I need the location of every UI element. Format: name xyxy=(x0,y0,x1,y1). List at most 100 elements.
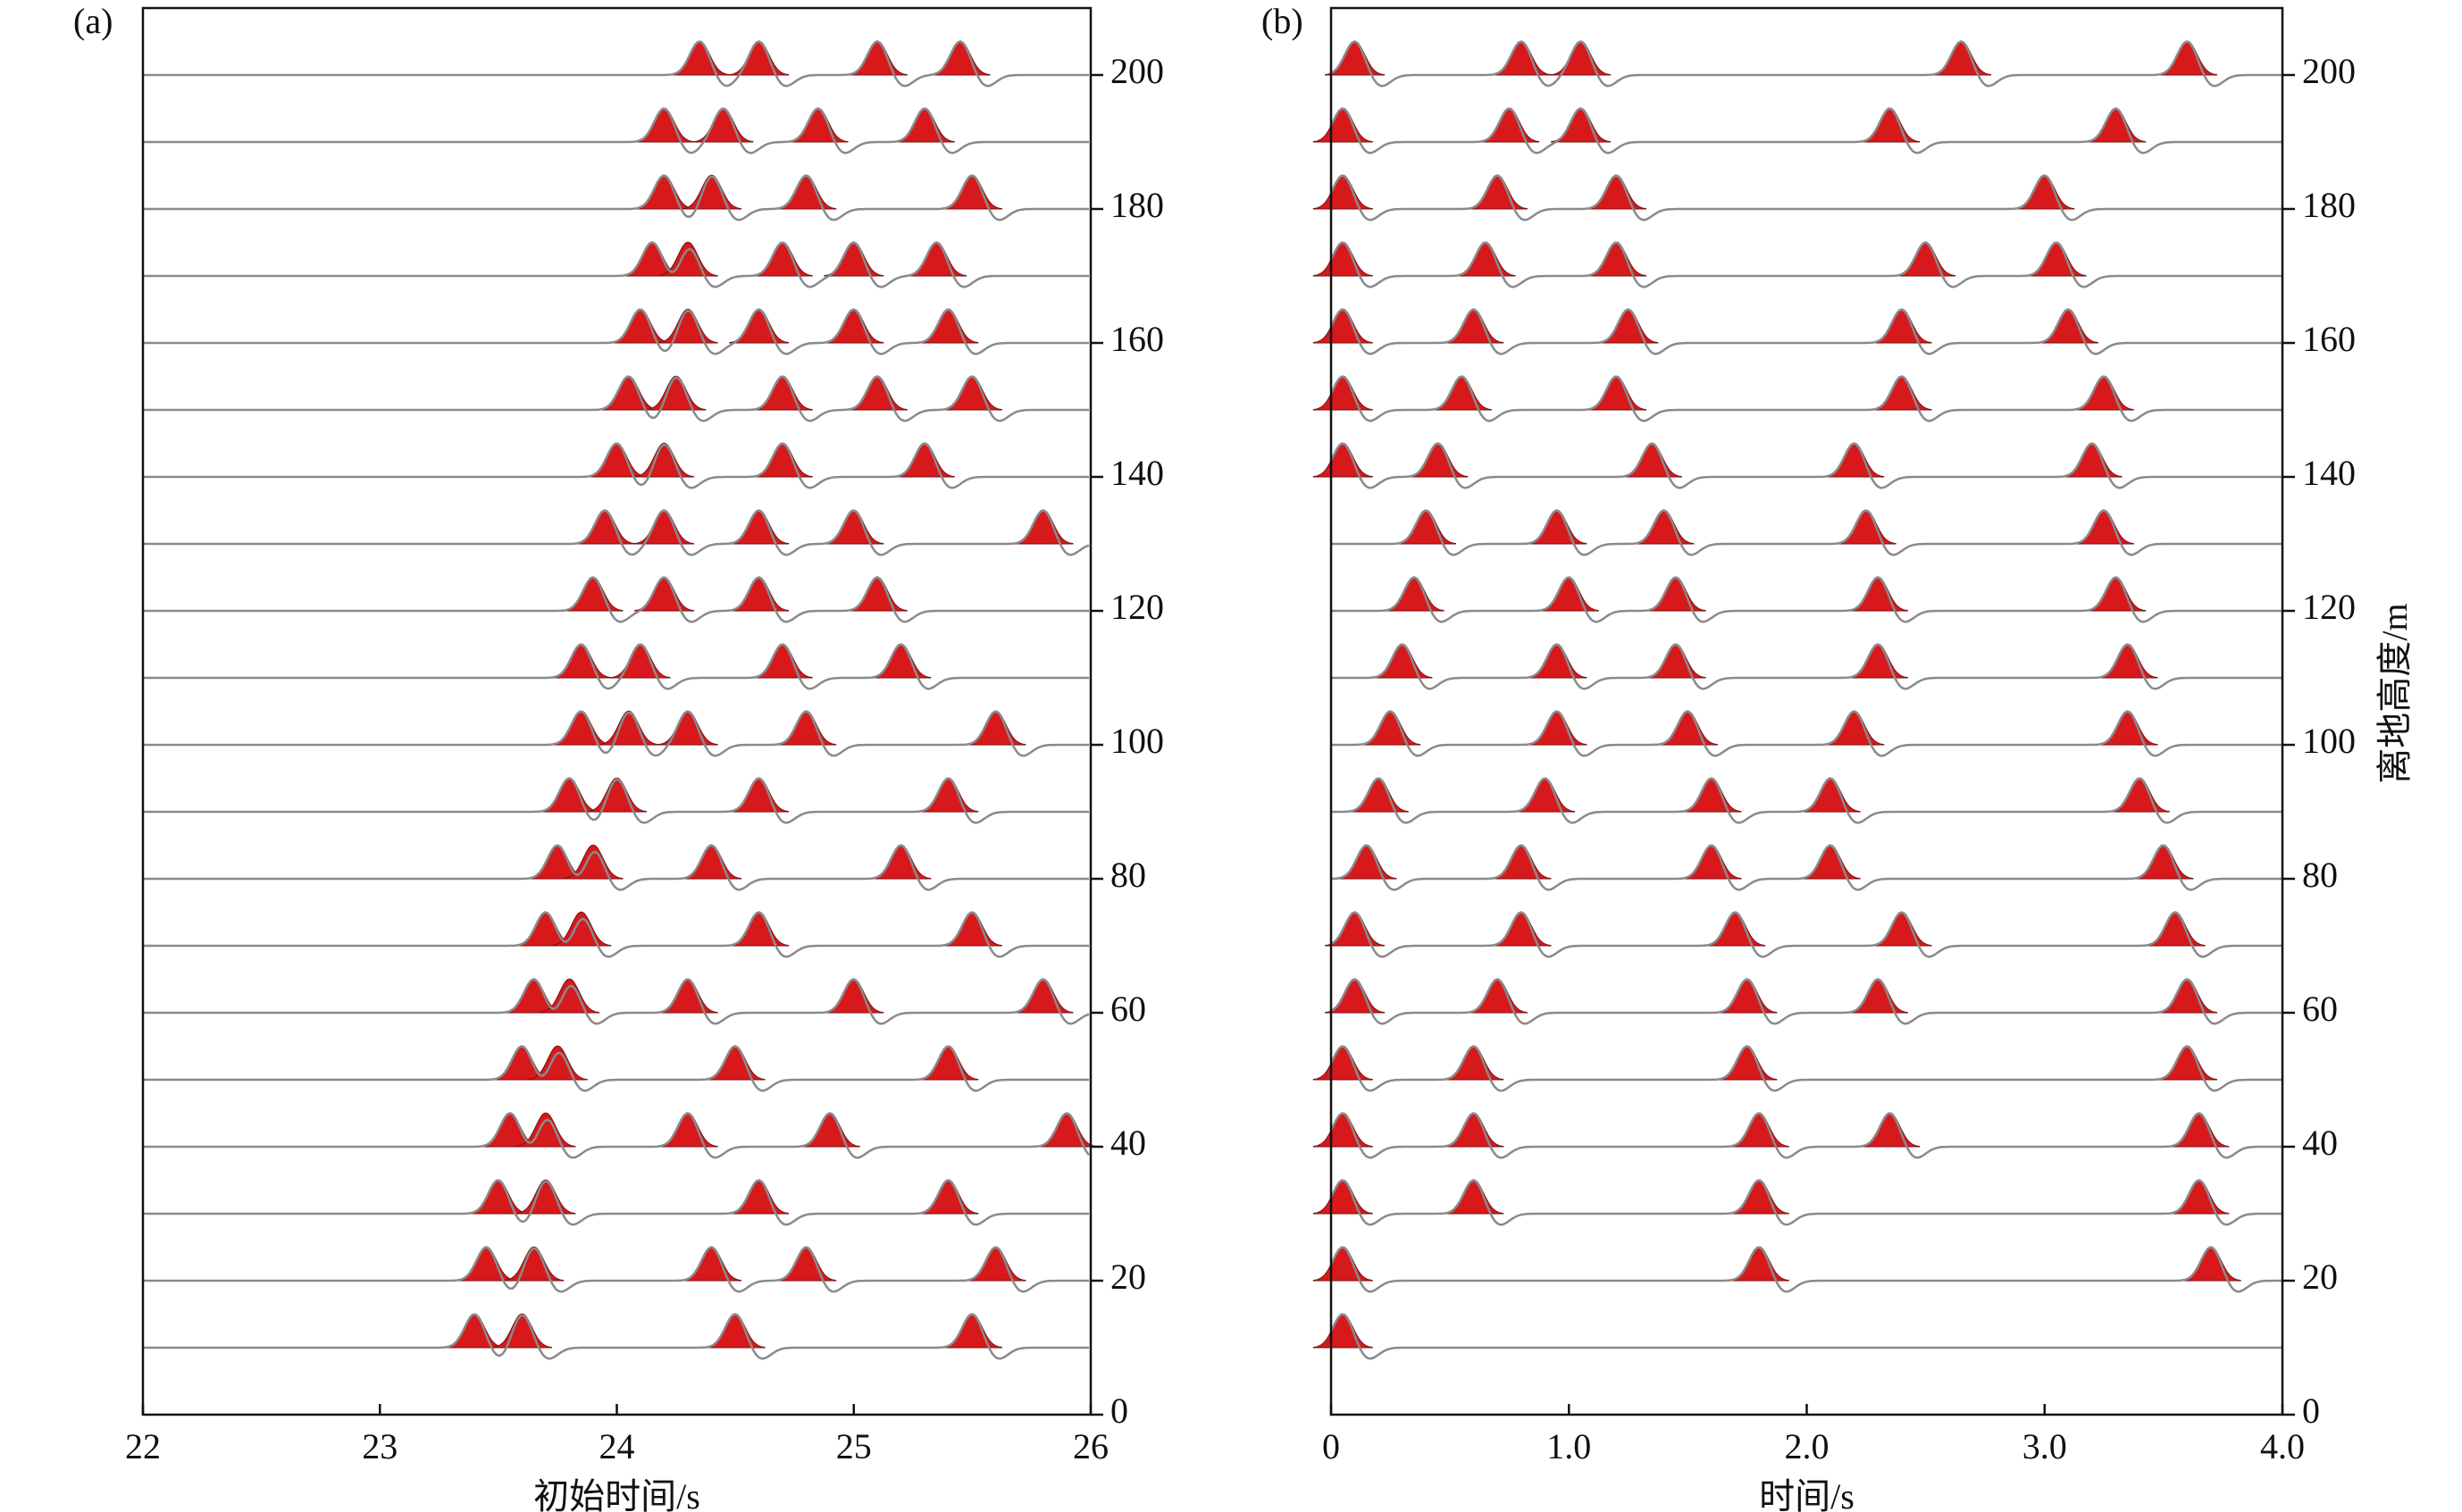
wiggle-lobe xyxy=(1312,1313,1373,1349)
wiggle-lobe xyxy=(682,174,742,210)
y-tick-label: 180 xyxy=(1110,185,1164,225)
trace-line xyxy=(1331,509,2282,556)
trace-line xyxy=(143,978,1090,1025)
trace-line xyxy=(143,1045,1089,1092)
wiggle-lobe xyxy=(729,308,790,344)
trace-line xyxy=(1329,1045,2282,1092)
y-tick-label: 140 xyxy=(2302,453,2356,493)
wiggle-lobe xyxy=(1312,1179,1373,1215)
y-tick-label: 20 xyxy=(1110,1257,1146,1297)
wiggle-lobe xyxy=(633,509,695,545)
trace-line xyxy=(143,1179,1089,1226)
wiggle-lobe xyxy=(657,308,718,344)
trace-line xyxy=(143,1245,1089,1293)
panel-label: (b) xyxy=(1261,1,1303,41)
trace-line xyxy=(1331,710,2282,757)
wiggle-lobe xyxy=(515,1112,576,1148)
trace-line xyxy=(143,1112,1091,1159)
wiggle-lobe xyxy=(491,1313,552,1349)
wiggle-lobe xyxy=(1312,375,1373,411)
wiggle-lobe xyxy=(1312,308,1373,344)
y-tick-label: 20 xyxy=(2302,1257,2338,1297)
wiggle-lobe xyxy=(1312,1045,1373,1081)
y-tick-label: 80 xyxy=(2302,855,2338,895)
trace-line xyxy=(1330,910,2282,958)
trace-line xyxy=(1329,1112,2282,1159)
wiggle-lobe xyxy=(563,844,624,880)
x-tick-label: 25 xyxy=(836,1426,872,1466)
y-tick-label: 140 xyxy=(1110,453,1164,493)
wiggle-lobe xyxy=(599,710,659,746)
trace-line xyxy=(143,107,1089,155)
y-tick-label: 200 xyxy=(2302,51,2356,91)
panel: 22 23 24 25 260 20 40 60 80 100 120 140 160 180 200 初始时… xyxy=(73,1,1164,1512)
y-tick-label: 120 xyxy=(1110,587,1164,627)
y-tick-label: 60 xyxy=(2302,989,2338,1029)
wiggle-lobe xyxy=(657,241,718,277)
trace-line xyxy=(1329,1313,2282,1360)
wiggle-lobe xyxy=(587,777,647,813)
y-tick-label: 200 xyxy=(1110,51,1164,91)
x-axis-label: 初始时间/s xyxy=(533,1476,700,1512)
trace-line xyxy=(1329,308,2282,355)
trace-line xyxy=(1329,375,2282,422)
y-tick-label: 160 xyxy=(1110,319,1164,359)
y-tick-label: 180 xyxy=(2302,185,2356,225)
x-tick-label: 24 xyxy=(599,1426,635,1466)
y-tick-label: 0 xyxy=(1110,1391,1128,1431)
wiggle-lobe xyxy=(633,576,695,612)
trace-line xyxy=(143,39,1089,88)
trace-line xyxy=(1329,442,2282,489)
trace-line xyxy=(1329,107,2282,155)
y-tick-label: 0 xyxy=(2302,1391,2320,1431)
wiggle-lobe xyxy=(610,643,671,679)
trace-line xyxy=(143,777,1089,824)
trace-line xyxy=(143,442,1089,489)
trace-line xyxy=(1329,241,2282,288)
trace-line xyxy=(1330,978,2282,1025)
wiggle-lobe xyxy=(551,911,612,947)
wiggle-lobe xyxy=(1551,107,1612,143)
trace-line xyxy=(143,576,1089,623)
wiggle-lobe xyxy=(693,107,754,143)
trace-line xyxy=(143,843,1089,891)
trace-line xyxy=(143,509,1090,556)
wiggle-lobe xyxy=(1312,107,1373,143)
wiggle-lobe xyxy=(1312,1246,1373,1282)
trace-line xyxy=(1331,844,2282,891)
trace-line xyxy=(1331,777,2282,824)
x-tick-label: 22 xyxy=(125,1426,161,1466)
wiggle-lobe xyxy=(729,40,790,76)
wiggle-lobe xyxy=(527,1045,588,1081)
trace-line xyxy=(1329,1246,2282,1293)
wiggle-lobe xyxy=(646,375,707,411)
x-tick-label: 3.0 xyxy=(2022,1426,2067,1466)
wiggle-lobe xyxy=(1312,174,1373,210)
x-tick-label: 26 xyxy=(1073,1426,1109,1466)
x-tick-label: 0 xyxy=(1322,1426,1340,1466)
wiggle-lobe xyxy=(1551,40,1612,76)
panel: 0 1.0 2.0 3.0 4.0020406080100120140160180200… xyxy=(1261,1,2415,1512)
trace-line xyxy=(143,240,1089,288)
trace-line xyxy=(143,911,1089,958)
x-tick-label: 2.0 xyxy=(1785,1426,1830,1466)
wiggle-lobe xyxy=(515,1179,576,1215)
wiggle-lobe xyxy=(1312,1112,1373,1148)
wiggle-lobe xyxy=(824,241,884,277)
x-axis-label: 时间/s xyxy=(1759,1476,1855,1512)
y-tick-label: 120 xyxy=(2302,587,2356,627)
trace-line xyxy=(1329,174,2282,221)
y-tick-label: 100 xyxy=(1110,721,1164,761)
trace-line xyxy=(143,375,1089,422)
x-tick-label: 1.0 xyxy=(1546,1426,1591,1466)
trace-line xyxy=(1329,1179,2282,1226)
x-tick-label: 4.0 xyxy=(2260,1426,2305,1466)
trace-line xyxy=(1331,643,2282,690)
wiggle-lobe xyxy=(539,978,600,1014)
trace-line xyxy=(143,1313,1089,1360)
trace-line xyxy=(1330,40,2282,88)
y-tick-label: 160 xyxy=(2302,319,2356,359)
y-axis-label: 离地高度/m xyxy=(2374,603,2415,783)
panel-label: (a) xyxy=(73,1,113,41)
